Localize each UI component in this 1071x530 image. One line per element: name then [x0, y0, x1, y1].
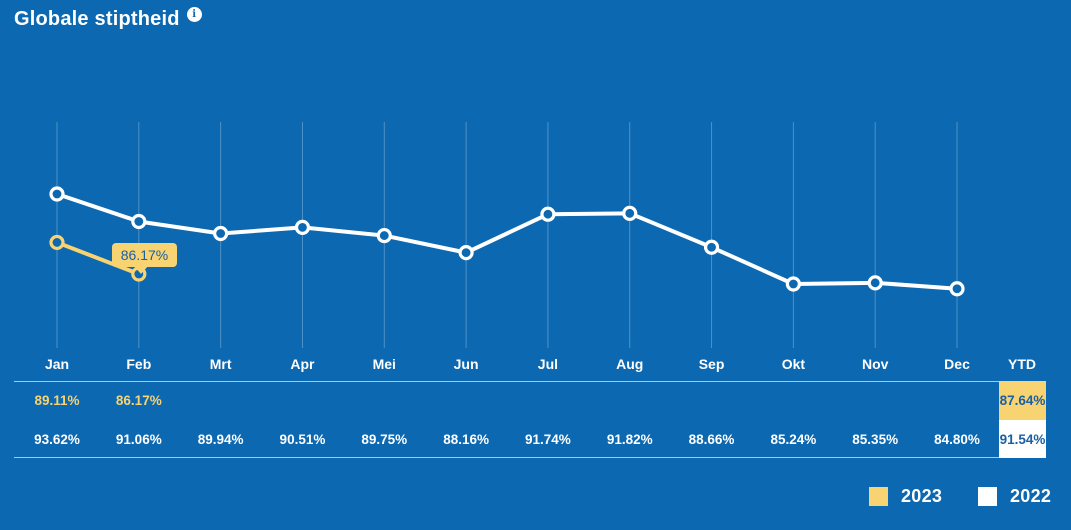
legend-swatch-2023 — [869, 487, 888, 506]
series-line-2023 — [55, 240, 141, 277]
data-point-2022[interactable] — [622, 205, 638, 221]
value-2022-jun: 88.16% — [443, 431, 489, 447]
info-icon[interactable]: i — [186, 7, 202, 22]
value-2023-jan: 89.11% — [34, 393, 80, 408]
data-point-2022[interactable] — [540, 206, 556, 222]
ytd-2022-cell: 91.54% — [999, 420, 1046, 458]
column-header-ytd: YTD — [1008, 356, 1036, 372]
data-point-2022[interactable] — [213, 225, 229, 242]
legend-label-2023: 2023 — [901, 486, 943, 506]
data-point-2022[interactable] — [949, 281, 965, 297]
chart-header: Globale stiptheid i — [14, 6, 202, 32]
value-2023-feb: 86.17% — [115, 393, 162, 408]
column-header-dec: Dec — [944, 356, 970, 372]
chart-legend: 2023 2022 — [0, 486, 1071, 512]
column-header-mrt: Mrt — [209, 356, 232, 372]
column-header-jul: Jul — [537, 356, 559, 372]
data-point-2022[interactable] — [458, 245, 474, 261]
column-header-mei: Mei — [372, 356, 396, 372]
table-row-2023: 89.11% 86.17% — [0, 381, 1071, 420]
data-point-2022[interactable] — [376, 227, 392, 244]
data-point-2022[interactable] — [785, 276, 801, 292]
data-point-2022[interactable] — [294, 219, 311, 236]
column-header-feb: Feb — [126, 356, 152, 372]
value-2022-dec: 84.80% — [934, 431, 980, 447]
page-title: Globale stiptheid — [14, 8, 180, 30]
series-line-2022 — [55, 192, 960, 291]
legend-swatch-2022 — [978, 487, 997, 506]
column-header-apr: Apr — [290, 356, 315, 372]
column-header-jun: Jun — [453, 356, 479, 372]
data-point-2023[interactable] — [49, 234, 65, 251]
value-2022-feb: 91.06% — [115, 431, 162, 447]
value-2022-mei: 89.75% — [361, 431, 408, 447]
data-point-2022[interactable] — [703, 239, 720, 255]
value-2022-jul: 91.74% — [525, 431, 571, 447]
table-divider-bottom — [14, 457, 999, 458]
legend-item-2023[interactable]: 2023 — [869, 486, 942, 507]
value-2022-mrt: 89.94% — [197, 431, 244, 447]
column-header-nov: Nov — [861, 356, 889, 372]
data-point-2022[interactable] — [867, 275, 883, 291]
legend-label-2022: 2022 — [1010, 486, 1052, 506]
ytd-2023-cell: 87.64% — [999, 381, 1046, 420]
column-header-okt: Okt — [781, 356, 806, 372]
data-point-2022[interactable] — [131, 213, 147, 230]
value-2022-jan: 93.62% — [34, 431, 80, 447]
feb-2023-tooltip: 86.17% — [112, 243, 177, 274]
tooltip-value: 86.17% — [120, 247, 169, 263]
table-row-2022: 93.62% 91.06% 89.94% 90.51% 89.75% 88.16% 91.7… — [0, 420, 1071, 458]
column-header-jan: Jan — [44, 356, 70, 372]
value-2022-okt: 85.24% — [770, 431, 817, 447]
value-2022-sep: 88.66% — [688, 431, 735, 447]
value-2022-apr: 90.51% — [279, 431, 326, 447]
legend-item-2022[interactable]: 2022 — [978, 486, 1051, 507]
table-divider-top — [14, 381, 999, 382]
column-header-aug: Aug — [616, 356, 644, 372]
value-2022-nov: 85.35% — [852, 431, 899, 447]
data-point-2022[interactable] — [49, 186, 65, 202]
value-2022-aug: 91.82% — [606, 431, 653, 447]
column-header-sep: Sep — [698, 356, 725, 372]
tooltip-caret — [134, 266, 148, 274]
